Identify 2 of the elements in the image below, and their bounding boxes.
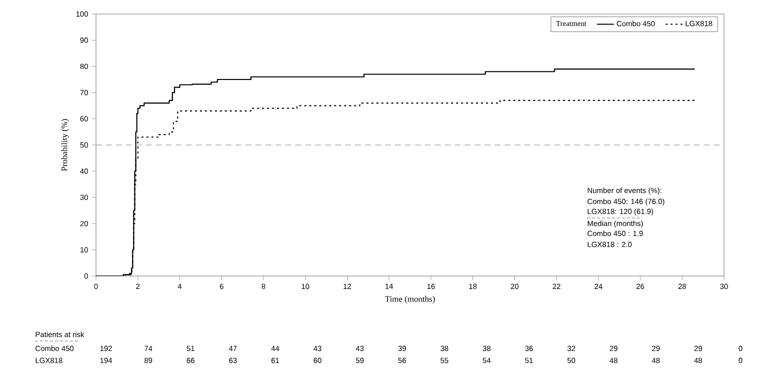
x-axis-title: Time (months) <box>385 296 435 304</box>
y-axis-title: Probability (%) <box>61 119 69 171</box>
